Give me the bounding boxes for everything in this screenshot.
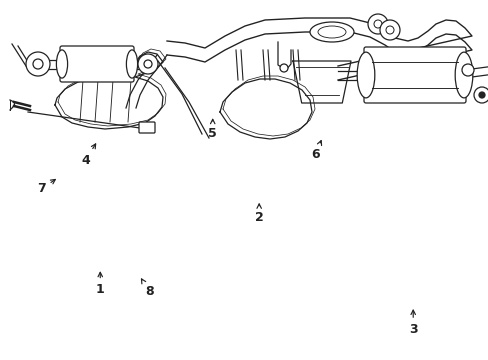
FancyBboxPatch shape xyxy=(139,122,155,133)
Ellipse shape xyxy=(126,50,137,78)
Circle shape xyxy=(373,20,381,28)
Text: 2: 2 xyxy=(254,204,263,224)
Circle shape xyxy=(385,26,393,34)
Text: 6: 6 xyxy=(310,141,321,161)
Ellipse shape xyxy=(356,52,374,98)
Ellipse shape xyxy=(56,50,67,78)
Circle shape xyxy=(478,92,484,98)
Circle shape xyxy=(379,20,399,40)
Text: 1: 1 xyxy=(96,272,104,296)
Ellipse shape xyxy=(309,22,353,42)
Text: 5: 5 xyxy=(208,119,217,140)
Ellipse shape xyxy=(454,52,472,98)
Text: 7: 7 xyxy=(37,179,55,195)
Text: 4: 4 xyxy=(81,144,96,167)
Circle shape xyxy=(473,87,488,103)
Circle shape xyxy=(367,14,387,34)
Text: 3: 3 xyxy=(408,310,417,336)
Circle shape xyxy=(26,52,50,76)
Circle shape xyxy=(461,64,473,76)
FancyBboxPatch shape xyxy=(363,47,465,103)
Circle shape xyxy=(143,60,152,68)
FancyBboxPatch shape xyxy=(60,46,134,82)
Circle shape xyxy=(33,59,43,69)
Text: 8: 8 xyxy=(141,279,153,298)
Circle shape xyxy=(138,54,158,74)
Ellipse shape xyxy=(317,26,346,38)
Circle shape xyxy=(280,64,287,72)
